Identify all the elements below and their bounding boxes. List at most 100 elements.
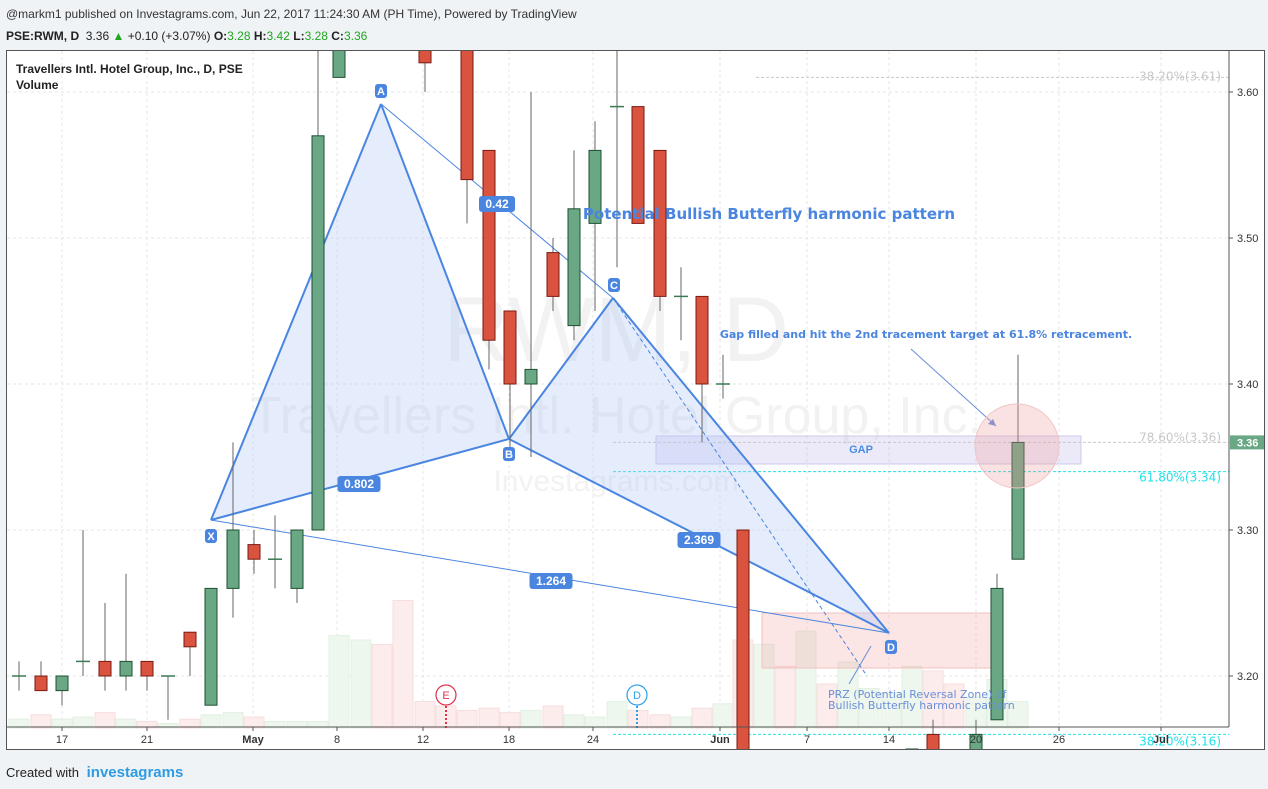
volume-bar	[901, 665, 923, 729]
price-chart[interactable]: RWM, D Travellers Intl. Hotel Group, Inc.…	[7, 51, 1264, 749]
chart-panel[interactable]: RWM, D Travellers Intl. Hotel Group, Inc.…	[6, 50, 1265, 750]
event-label: D	[633, 690, 641, 702]
high-label: H:	[253, 29, 267, 43]
volume-bar	[880, 692, 902, 729]
time-tick-label: 20	[970, 734, 982, 746]
ratio-text: 1.264	[536, 574, 566, 588]
volume-bar	[606, 701, 628, 729]
time-tick-label: Jun	[710, 734, 730, 746]
candle-body	[140, 660, 154, 677]
label-text: B	[505, 449, 513, 461]
price-tick-label: 3.20	[1237, 671, 1258, 683]
event-circle	[435, 684, 457, 706]
label-text: X	[207, 531, 215, 543]
ratio-abc: 0.42	[479, 196, 515, 212]
leg-xa	[210, 103, 382, 521]
time-tick-label: 7	[804, 734, 810, 746]
price-tick-label: 3.60	[1237, 87, 1258, 99]
ratio-bg	[337, 476, 381, 492]
time-tick-label: Jul	[1153, 734, 1169, 746]
open-label: O:	[213, 29, 228, 43]
candle-body	[247, 544, 261, 560]
created-with: Created with	[6, 765, 79, 780]
leg-cd	[612, 297, 890, 634]
event-label: E	[442, 690, 449, 702]
watermark-site: Investagrams.com	[493, 465, 738, 498]
point-d-label: D	[885, 640, 897, 654]
volume-bar	[816, 683, 838, 729]
last-price-tag	[1230, 435, 1264, 450]
legend-volume: Volume	[16, 78, 59, 92]
ratio-bg	[479, 196, 515, 212]
volume-bar	[584, 716, 606, 729]
candle-body	[653, 149, 667, 297]
gap-zone	[655, 435, 1082, 465]
volume-bar	[774, 665, 796, 729]
time-tick-label: 26	[1053, 734, 1065, 746]
candles	[12, 51, 1025, 749]
symbol-quote: PSE:RWM, D 3.36 ▲ +0.10 (+3.07%) O:3.28 …	[6, 29, 367, 43]
watermark-name: Travellers Intl. Hotel Group, Inc.	[250, 387, 982, 445]
point-a-label: A	[375, 84, 387, 98]
volume-bar	[179, 718, 201, 729]
volume-bar	[649, 714, 671, 729]
ratio-xab: 0.802	[337, 476, 381, 492]
price-tick-label: 3.50	[1237, 233, 1258, 245]
ratio-text: 0.42	[485, 197, 509, 211]
ratio-xad: 1.264	[529, 573, 573, 589]
investagrams-logo[interactable]: investagrams	[86, 764, 184, 781]
volume-bar	[670, 716, 692, 729]
volume-bar	[328, 635, 350, 729]
fib-label: 78.60%(3.36)	[1139, 430, 1221, 444]
ratio-bcd: 2.369	[677, 532, 721, 548]
volume-bar	[499, 712, 521, 729]
event-marker: D	[626, 684, 648, 728]
open-value: 3.28	[227, 29, 251, 43]
volume-bar	[243, 716, 265, 729]
label-bg	[205, 529, 217, 543]
candle-body	[34, 675, 48, 692]
footer: Created with investagrams	[6, 764, 183, 781]
candle-body	[926, 733, 940, 749]
arrow-head-icon	[988, 419, 996, 426]
volume-bar	[414, 701, 436, 729]
fib-label: 38.20%(3.61)	[1139, 69, 1221, 83]
volume-bar	[222, 712, 244, 729]
last-price: 3.36	[85, 29, 110, 43]
candle-body	[524, 368, 538, 385]
ratio-text: 2.369	[684, 533, 714, 547]
candle-body	[969, 733, 983, 749]
candle-body	[332, 51, 346, 78]
ratio-bg	[529, 573, 573, 589]
candle-body	[503, 310, 517, 385]
time-tick-label: May	[242, 734, 264, 746]
volume-bar	[392, 599, 414, 729]
point-x-label: X	[205, 529, 217, 543]
watermark: RWM, D Travellers Intl. Hotel Group, Inc.…	[250, 279, 982, 498]
volume-bar	[943, 683, 965, 729]
candle-body	[98, 660, 112, 677]
leg-ab	[380, 103, 510, 440]
high-value: 3.42	[266, 29, 290, 43]
volume-bar	[350, 639, 372, 729]
low-value: 3.28	[304, 29, 328, 43]
fib-label: 38.20%(3.16)	[1139, 734, 1221, 748]
candle-body	[695, 295, 709, 385]
up-arrow-icon: ▲	[112, 29, 125, 43]
volume-bar	[8, 718, 30, 729]
volume-bar	[115, 718, 137, 729]
candle-body	[460, 51, 474, 181]
low-label: L:	[293, 29, 305, 43]
volume-bar	[30, 714, 52, 729]
volume-bar	[542, 705, 564, 729]
label-bg	[503, 447, 515, 461]
volume-bar	[712, 703, 734, 729]
watermark-symbol: RWM, D	[443, 279, 789, 381]
candle-body	[119, 660, 133, 677]
label-bg	[885, 640, 897, 654]
label-text: A	[377, 86, 385, 98]
time-tick-label: 8	[334, 734, 340, 746]
event-marker: E	[435, 684, 457, 728]
volume-bar	[1007, 701, 1029, 729]
volume-bar	[795, 630, 817, 729]
